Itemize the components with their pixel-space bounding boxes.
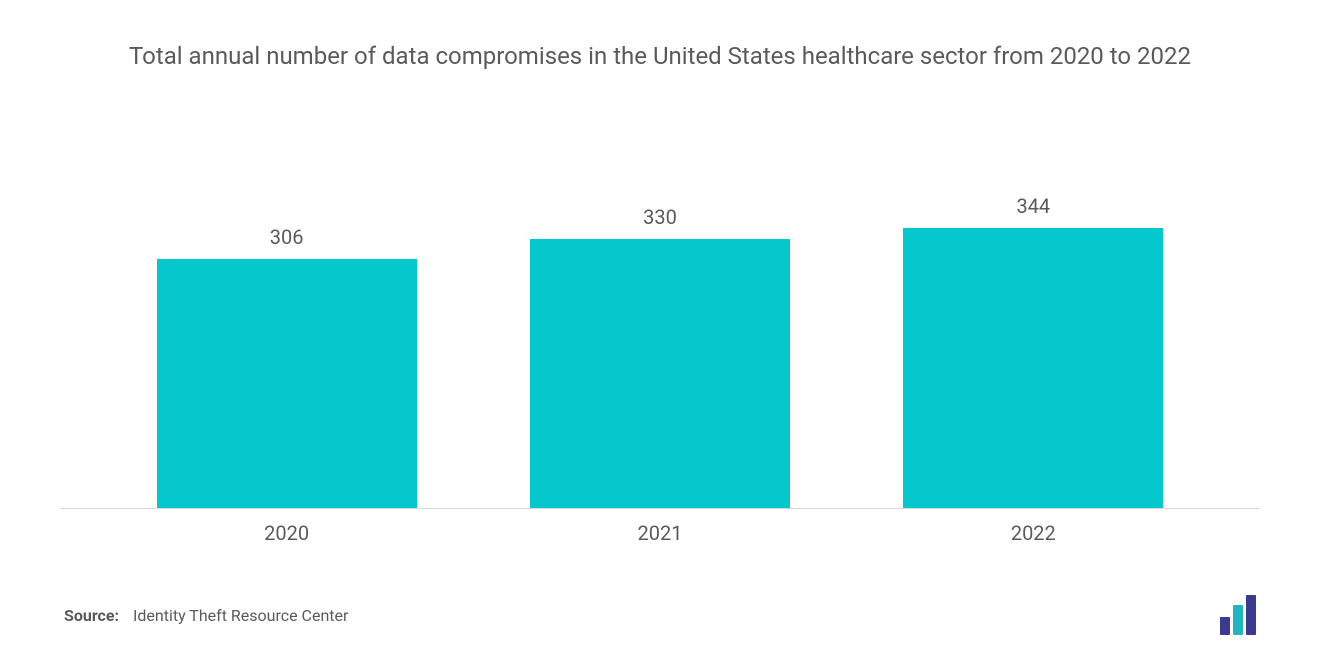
bar: [157, 259, 417, 508]
logo-bar: [1233, 605, 1243, 635]
bar-value-label: 306: [270, 225, 304, 249]
bar-column: 306: [147, 225, 427, 508]
bar-value-label: 330: [643, 205, 677, 229]
chart-title: Total annual number of data compromises …: [129, 40, 1191, 72]
x-axis-label: 2022: [893, 521, 1173, 545]
plot-area: 306 330 344: [60, 132, 1260, 509]
x-axis-label: 2021: [520, 521, 800, 545]
chart-footer: Source: Identity Theft Resource Center: [60, 595, 1260, 635]
bar-value-label: 344: [1016, 194, 1050, 218]
x-axis-labels: 2020 2021 2022: [60, 509, 1260, 545]
brand-logo-icon: [1220, 595, 1256, 635]
source-citation: Source: Identity Theft Resource Center: [64, 606, 348, 625]
logo-bar: [1246, 595, 1256, 635]
bar: [903, 228, 1163, 508]
bar-column: 330: [520, 205, 800, 508]
logo-bar: [1220, 617, 1230, 635]
bar-chart: Total annual number of data compromises …: [0, 0, 1320, 665]
x-axis-label: 2020: [147, 521, 427, 545]
bar: [530, 239, 790, 508]
bar-column: 344: [893, 194, 1173, 508]
source-label: Source:: [64, 606, 119, 625]
source-text: Identity Theft Resource Center: [133, 606, 348, 625]
